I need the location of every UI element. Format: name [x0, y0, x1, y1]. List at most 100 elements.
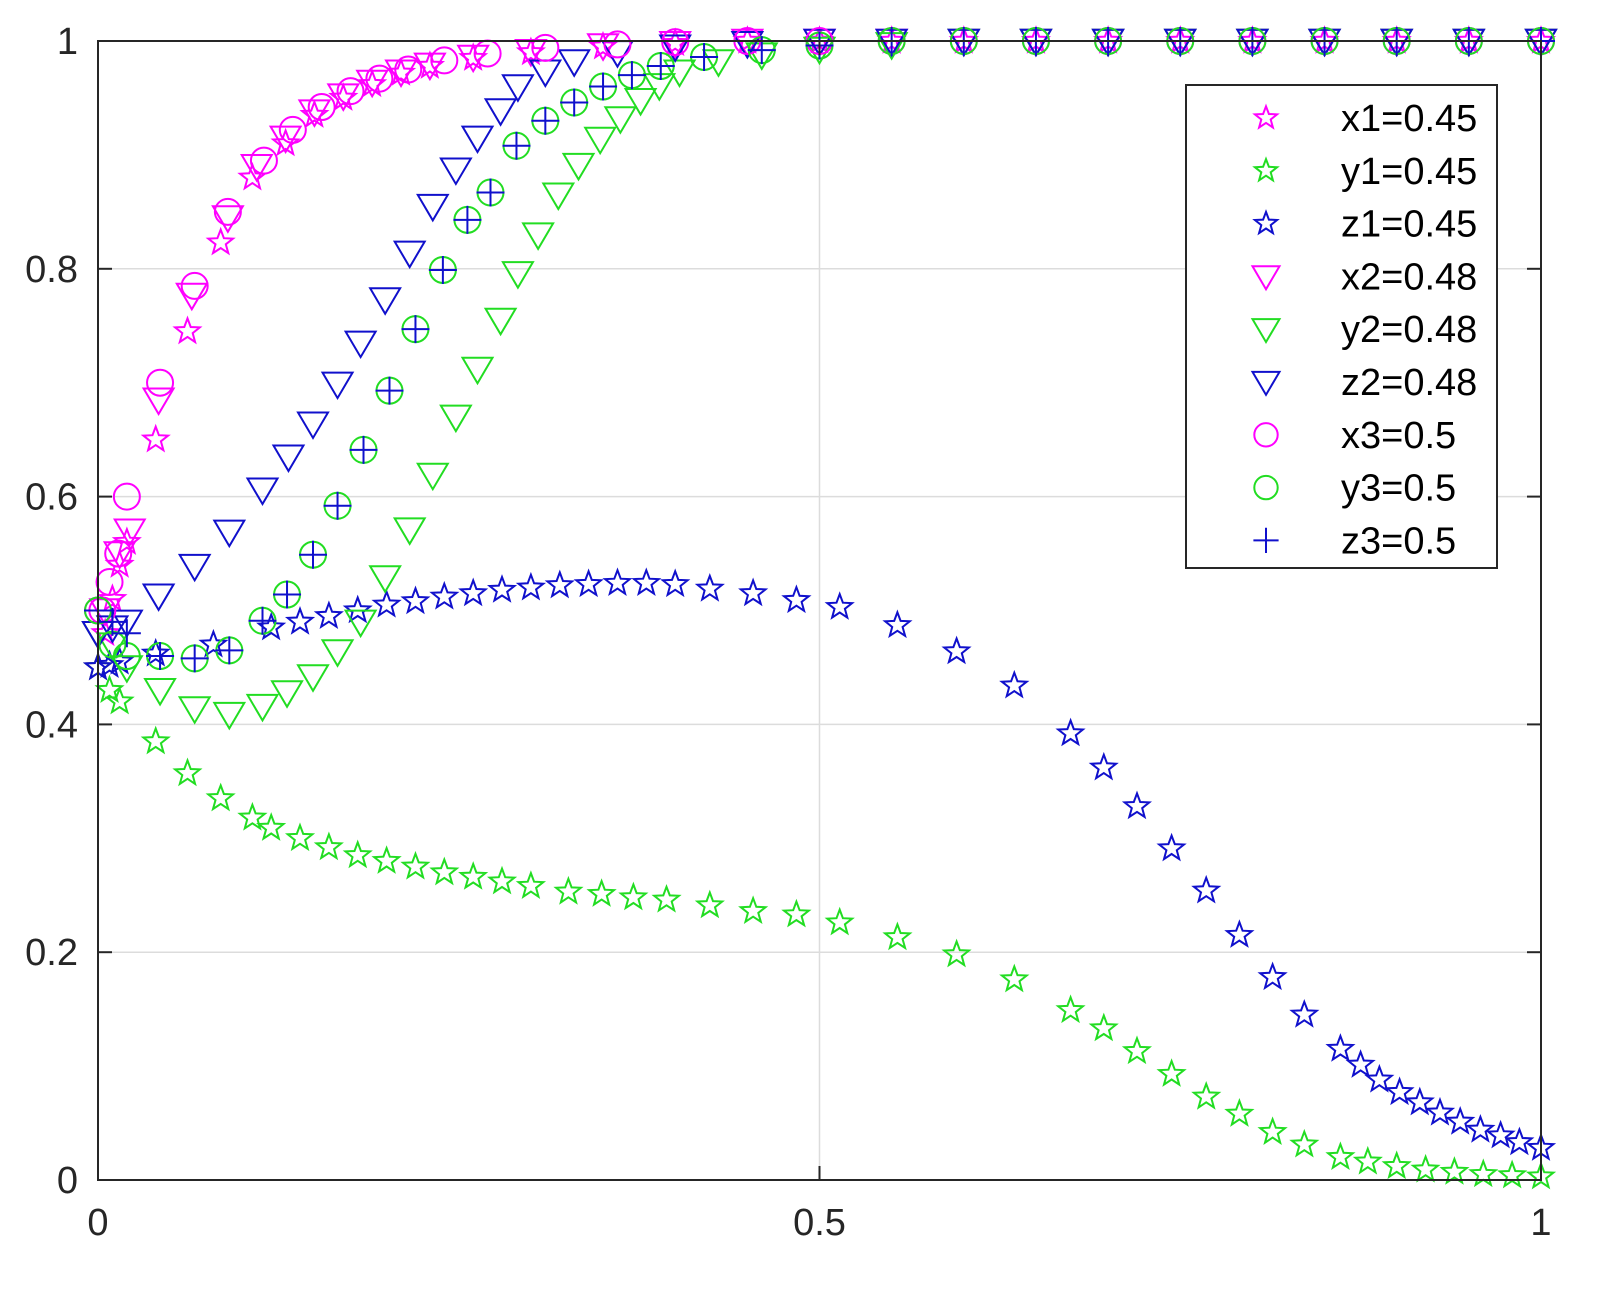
legend-marker-circle-icon — [1253, 422, 1279, 448]
legend-entry: y1=0.45 — [1252, 151, 1477, 193]
data-point — [365, 64, 394, 93]
series-z2=0.48 — [81, 28, 1558, 650]
data-point — [487, 574, 518, 603]
data-point — [631, 567, 662, 597]
data-point — [617, 61, 646, 90]
data-point — [1088, 751, 1119, 781]
data-point — [1325, 1033, 1356, 1062]
data-point — [553, 875, 584, 905]
data-point — [1257, 961, 1288, 991]
data-point — [1497, 1159, 1528, 1189]
data-point — [1121, 790, 1152, 820]
data-point — [270, 680, 304, 709]
data-point — [1468, 1158, 1499, 1188]
data-point — [515, 571, 547, 601]
data-point — [824, 591, 855, 620]
data-point — [299, 99, 330, 128]
data-point — [94, 649, 125, 679]
data-point — [824, 906, 855, 936]
data-point — [660, 27, 691, 57]
data-point — [313, 831, 344, 861]
data-point — [296, 664, 330, 693]
data-point — [1465, 1114, 1496, 1143]
data-point — [285, 606, 316, 635]
data-point — [1191, 1081, 1222, 1110]
data-point — [501, 261, 535, 290]
data-point — [112, 518, 147, 547]
data-point — [1289, 1128, 1320, 1158]
data-point — [110, 655, 144, 684]
data-point — [1525, 1160, 1557, 1190]
data-point — [95, 568, 124, 597]
data-point — [651, 883, 682, 913]
data-point — [439, 157, 473, 186]
data-point — [323, 491, 352, 520]
x-tick-label: 1 — [1530, 1202, 1551, 1244]
data-point — [999, 963, 1030, 993]
legend-marker-plus-icon — [1253, 527, 1279, 553]
data-point — [882, 921, 913, 951]
data-point — [732, 25, 763, 54]
data-point — [1055, 994, 1086, 1024]
legend-marker-star-icon — [1252, 209, 1280, 236]
data-point — [268, 125, 303, 155]
data-point — [781, 898, 812, 928]
data-point — [1410, 1153, 1441, 1183]
data-point — [211, 205, 245, 234]
data-point — [140, 423, 171, 453]
data-point — [660, 568, 691, 598]
data-point — [172, 315, 203, 345]
legend-marker-triangle-down-icon — [1250, 318, 1282, 344]
data-point — [94, 674, 125, 704]
data-point — [97, 583, 128, 612]
data-point — [583, 126, 617, 156]
data-point — [392, 240, 427, 270]
data-point — [661, 28, 690, 57]
data-point — [1121, 1035, 1152, 1065]
data-point — [320, 639, 355, 668]
data-point — [320, 371, 355, 401]
data-point — [544, 569, 575, 599]
legend-marker-triangle-down-icon — [1250, 265, 1282, 292]
y-tick-label: 0.2 — [25, 932, 78, 974]
data-point — [256, 812, 287, 841]
data-point — [343, 609, 378, 639]
data-point — [198, 628, 229, 658]
data-point — [1257, 1116, 1288, 1146]
data-point — [487, 865, 518, 895]
data-point — [278, 115, 307, 144]
data-point — [1364, 1063, 1395, 1093]
data-point — [212, 701, 247, 731]
data-point — [428, 255, 457, 284]
data-point — [458, 861, 489, 890]
data-point — [439, 404, 473, 434]
data-point — [589, 72, 618, 101]
data-point — [458, 577, 489, 607]
legend-label: x3=0.5 — [1341, 415, 1456, 457]
data-point — [343, 330, 378, 360]
data-point — [140, 637, 171, 667]
data-point — [531, 106, 560, 135]
data-point — [271, 444, 306, 473]
x-tick-label: 0 — [87, 1202, 108, 1244]
plot-area — [81, 25, 1558, 1190]
data-point — [392, 517, 427, 546]
legend-marker-star-icon — [1252, 103, 1280, 130]
data-point — [941, 938, 972, 968]
data-point — [401, 315, 430, 344]
data-point — [177, 553, 212, 583]
data-point — [603, 106, 638, 135]
data-point — [249, 146, 278, 175]
data-point — [172, 757, 203, 787]
y-tick-label: 1 — [57, 21, 78, 63]
data-point — [501, 74, 535, 103]
legend-entry: z1=0.45 — [1252, 204, 1477, 246]
data-point — [368, 565, 402, 594]
data-point — [205, 226, 236, 256]
data-point — [531, 33, 560, 62]
data-point — [146, 642, 175, 671]
legend-entry: x1=0.45 — [1252, 98, 1477, 140]
data-point — [371, 845, 402, 874]
data-point — [781, 584, 812, 614]
data-point — [140, 725, 171, 755]
